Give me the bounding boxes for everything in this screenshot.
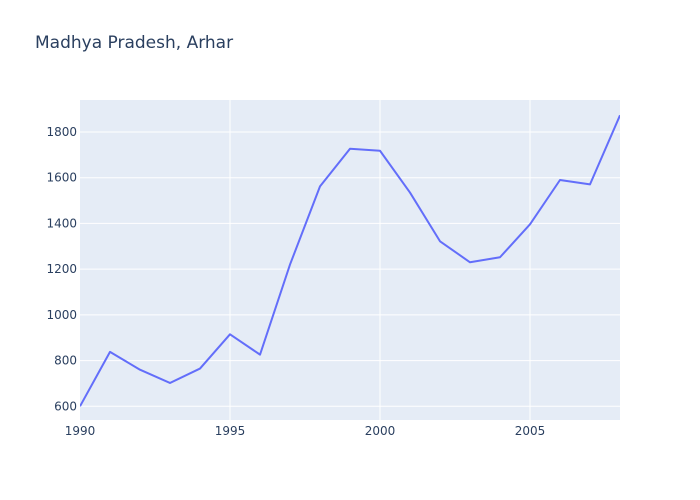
x-tick-label: 2000	[365, 424, 396, 438]
y-tick-label: 1200	[46, 262, 77, 276]
x-tick-label: 1990	[65, 424, 96, 438]
x-tick-label: 2005	[515, 424, 546, 438]
y-tick-label: 1000	[46, 308, 77, 322]
y-tick-label: 600	[54, 399, 77, 413]
y-tick-label: 1600	[46, 171, 77, 185]
y-tick-label: 1400	[46, 216, 77, 230]
y-tick-label: 1800	[46, 125, 77, 139]
series-line	[80, 114, 620, 407]
x-tick-label: 1995	[215, 424, 246, 438]
y-tick-label: 800	[54, 354, 77, 368]
chart-title: Madhya Pradesh, Arhar	[35, 33, 234, 53]
